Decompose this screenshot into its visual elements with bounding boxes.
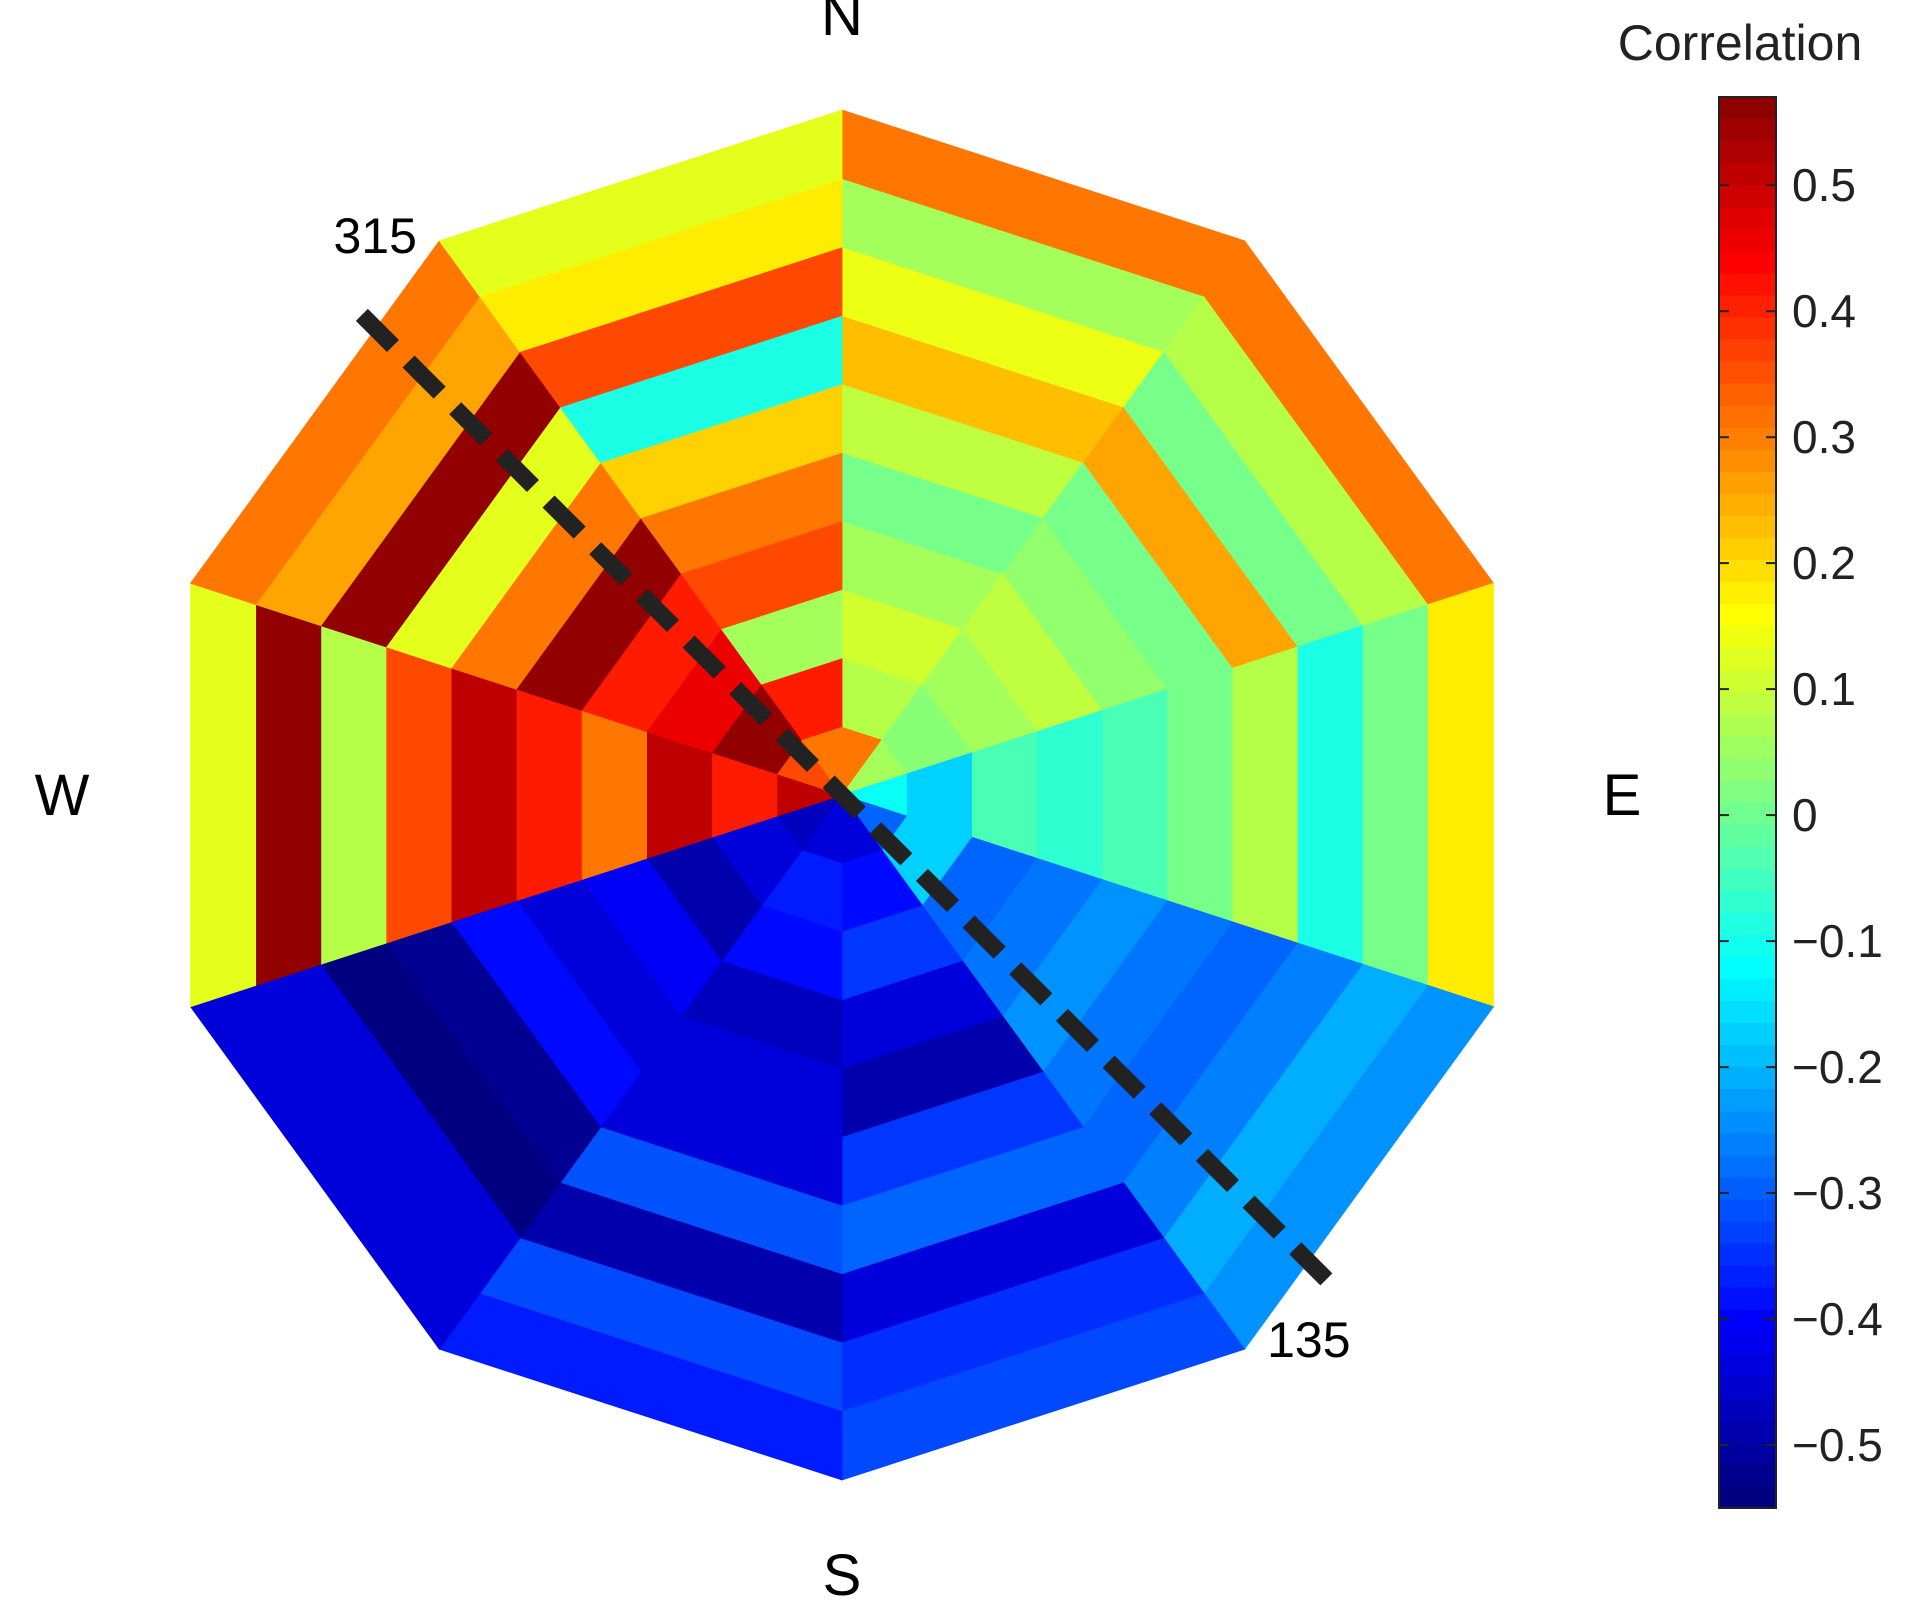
sector-2-ring-3 bbox=[1037, 709, 1103, 881]
sector-2-ring-8 bbox=[1362, 603, 1429, 987]
sector-7-ring-7 bbox=[320, 625, 387, 965]
angle-label-135: 135 bbox=[1267, 1312, 1350, 1368]
colorbar-tick-label: −0.1 bbox=[1792, 915, 1883, 967]
sector-7-ring-3 bbox=[581, 709, 647, 881]
direction-label-w: W bbox=[35, 763, 90, 828]
colorbar: Correlation 0.5 0.4 0.3 0.2 0.1 0 −0.1 −0.2 −0.3… bbox=[1618, 15, 1883, 1509]
colorbar-tick-label: −0.2 bbox=[1792, 1041, 1883, 1093]
sector-2-ring-5 bbox=[1167, 667, 1234, 923]
sector-7-ring-6 bbox=[385, 646, 452, 944]
colorbar-ticks: 0.5 0.4 0.3 0.2 0.1 0 −0.1 −0.2 −0.3 −0.4 −0.5 bbox=[1719, 159, 1883, 1471]
colorbar-tick-label: 0.4 bbox=[1792, 285, 1856, 337]
colorbar-tick-label: 0 bbox=[1792, 789, 1818, 841]
colorbar-tick-label: 0.2 bbox=[1792, 537, 1856, 589]
colorbar-tick-label: −0.4 bbox=[1792, 1293, 1883, 1345]
colorbar-gradient bbox=[1718, 96, 1777, 1509]
dashed-axis-line bbox=[351, 304, 1333, 1286]
sector-2-ring-7 bbox=[1297, 625, 1364, 965]
direction-label-s: S bbox=[823, 1543, 862, 1605]
colorbar-title: Correlation bbox=[1618, 15, 1863, 71]
colorbar-tick-label: 0.3 bbox=[1792, 411, 1856, 463]
sector-9-ring-9 bbox=[438, 109, 843, 297]
sector-7-ring-2 bbox=[646, 730, 713, 860]
colorbar-tick-label: −0.5 bbox=[1792, 1419, 1883, 1471]
colorbar-tick-label: 0.1 bbox=[1792, 663, 1856, 715]
sector-2-ring-4 bbox=[1102, 688, 1169, 902]
angle-labels: 135 315 bbox=[333, 208, 1350, 1368]
sector-7-ring-9 bbox=[190, 582, 257, 1008]
direction-label-n: N bbox=[821, 0, 863, 48]
direction-labels: N E S W bbox=[35, 0, 1642, 1605]
colorbar-tick-label: −0.3 bbox=[1792, 1167, 1883, 1219]
sector-2-ring-6 bbox=[1232, 646, 1299, 944]
sector-7-ring-8 bbox=[255, 603, 322, 987]
sector-7-ring-5 bbox=[450, 667, 517, 923]
polar-sectors bbox=[189, 109, 1495, 1481]
sector-2-ring-2 bbox=[971, 730, 1038, 860]
direction-label-e: E bbox=[1603, 763, 1642, 828]
sector-2-ring-9 bbox=[1427, 582, 1494, 1008]
angle-label-315: 315 bbox=[333, 208, 416, 264]
sector-7-ring-4 bbox=[515, 688, 582, 902]
colorbar-tick-label: 0.5 bbox=[1792, 159, 1856, 211]
